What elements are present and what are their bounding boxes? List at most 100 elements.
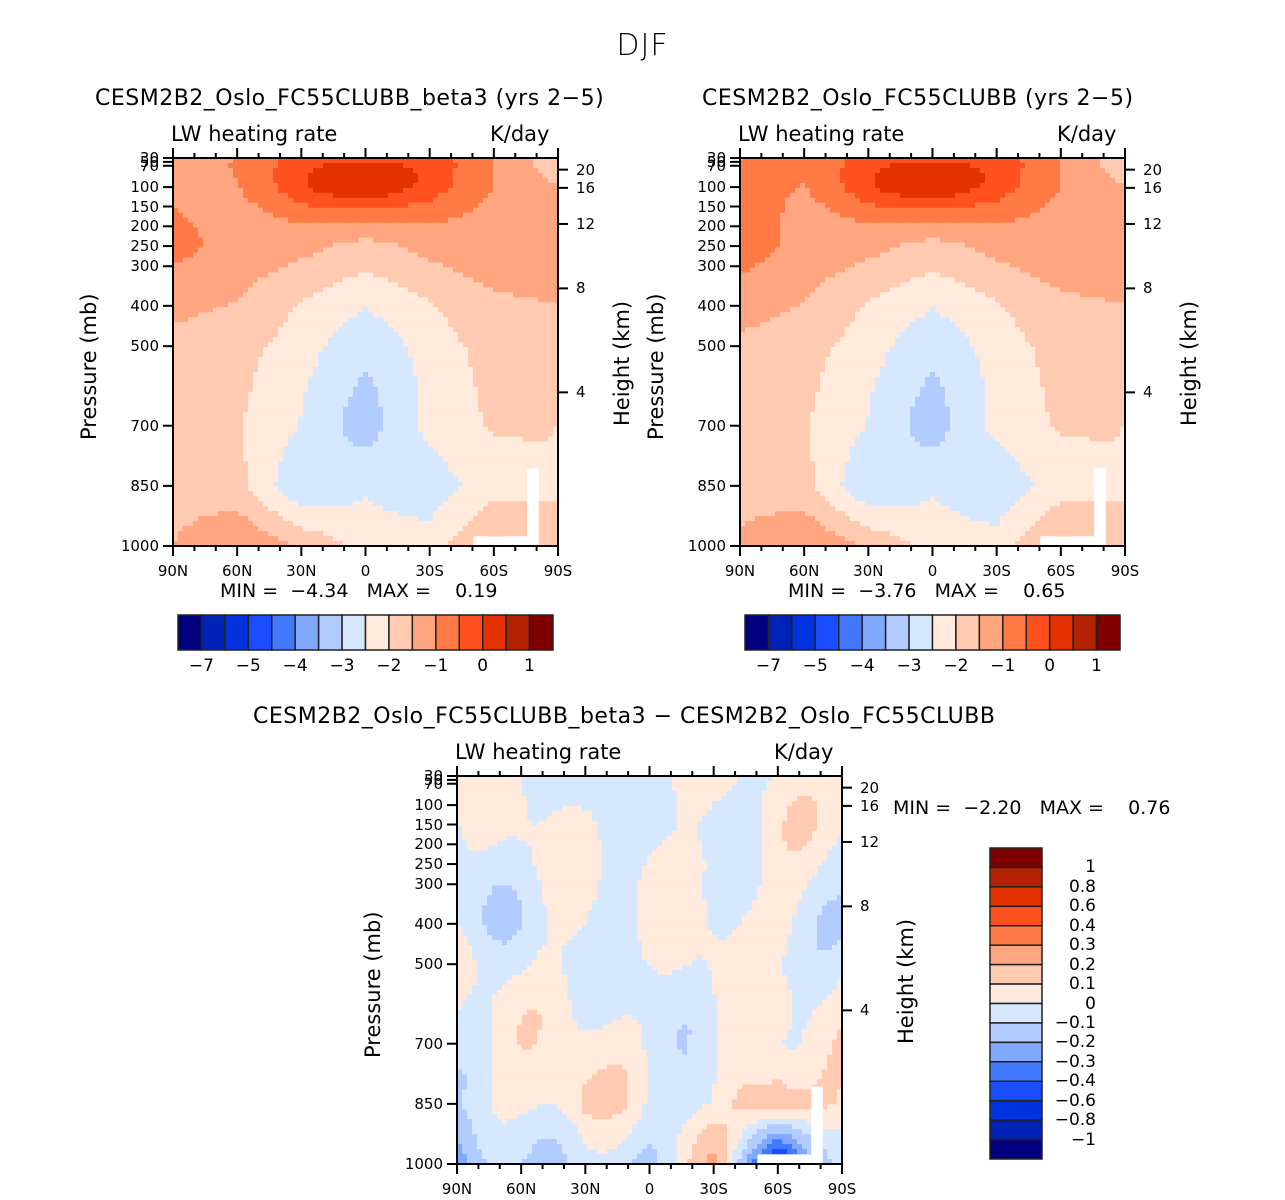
contour-cell — [358, 436, 364, 443]
contour-cell — [523, 386, 529, 393]
contour-cell — [288, 451, 294, 458]
contour-cell — [548, 262, 554, 269]
contour-cell — [553, 406, 559, 413]
contour-cell — [193, 352, 199, 358]
contour-cell — [233, 461, 239, 468]
contour-cell — [388, 441, 394, 448]
contour-cell — [503, 441, 509, 448]
contour-cell — [328, 317, 334, 323]
contour-cell — [518, 337, 524, 343]
contour-cell — [278, 247, 284, 254]
contour-cell — [393, 446, 399, 453]
contour-cell — [503, 426, 509, 433]
contour-cell — [433, 342, 439, 348]
contour-cell — [418, 197, 424, 204]
contour-cell — [383, 386, 389, 393]
contour-cell — [298, 376, 304, 383]
contour-cell — [338, 257, 344, 264]
contour-cell — [223, 227, 229, 234]
contour-cell — [373, 232, 379, 239]
contour-cell — [278, 471, 284, 477]
contour-cell — [233, 192, 239, 199]
contour-cell — [343, 381, 349, 388]
contour-cell — [348, 456, 354, 463]
contour-cell — [433, 187, 439, 194]
contour-cell — [268, 381, 274, 388]
contour-cell — [508, 322, 514, 328]
contour-cell — [218, 476, 224, 482]
contour-cell — [353, 322, 359, 328]
contour-cell — [438, 227, 444, 234]
contour-cell — [428, 267, 434, 274]
contour-cell — [268, 431, 274, 438]
contour-cell — [478, 297, 484, 303]
contour-cell — [283, 297, 289, 303]
contour-cell — [433, 242, 439, 249]
contour-cell — [403, 237, 409, 244]
contour-cell — [318, 441, 324, 448]
contour-cell — [483, 342, 489, 348]
contour-cell — [318, 366, 324, 373]
contour-cell — [348, 177, 354, 184]
contour-cell — [433, 162, 439, 169]
contour-cell — [468, 277, 474, 283]
contour-cell — [448, 416, 454, 423]
contour-cell — [378, 222, 384, 229]
contour-cell — [188, 352, 194, 358]
contour-cell — [553, 366, 559, 373]
contour-cell — [398, 212, 404, 219]
contour-cell — [373, 247, 379, 254]
contour-cell — [268, 277, 274, 283]
contour-cell — [468, 197, 474, 204]
contour-cell — [413, 466, 419, 472]
contour-cell — [243, 202, 249, 209]
contour-cell — [453, 202, 459, 209]
contour-cell — [443, 232, 449, 239]
contour-cell — [483, 446, 489, 453]
contour-cell — [238, 391, 244, 398]
contour-cell — [258, 202, 264, 209]
contour-cell — [418, 207, 424, 214]
contour-cell — [538, 247, 544, 254]
contour-cell — [483, 297, 489, 303]
contour-cell — [323, 471, 329, 477]
contour-cell — [178, 272, 184, 278]
contour-cell — [183, 297, 189, 303]
contour-cell — [553, 371, 559, 378]
contour-cell — [233, 207, 239, 214]
contour-cell — [528, 212, 534, 219]
contour-cell — [258, 192, 264, 199]
contour-cell — [343, 282, 349, 288]
contour-cell — [283, 356, 289, 363]
contour-cell — [328, 426, 334, 433]
contour-cell — [323, 446, 329, 453]
contour-cell — [178, 416, 184, 423]
contour-cell — [333, 282, 339, 288]
contour-cell — [238, 267, 244, 274]
contour-cell — [543, 381, 549, 388]
contour-cell — [443, 287, 449, 293]
contour-cell — [378, 302, 384, 308]
contour-cell — [523, 436, 529, 443]
contour-cell — [458, 386, 464, 393]
contour-cell — [243, 352, 249, 358]
contour-cell — [418, 322, 424, 328]
contour-cell — [293, 302, 299, 308]
contour-cell — [378, 167, 384, 174]
contour-cell — [428, 302, 434, 308]
contour-cell — [273, 352, 279, 358]
contour-cell — [258, 252, 264, 259]
contour-cell — [418, 177, 424, 184]
contour-cell — [463, 476, 469, 482]
contour-cell — [253, 332, 259, 338]
contour-cell — [378, 252, 384, 259]
contour-cell — [223, 396, 229, 403]
contour-cell — [358, 416, 364, 423]
contour-cell — [338, 347, 344, 353]
contour-cell — [273, 277, 279, 283]
contour-cell — [278, 192, 284, 199]
contour-cell — [403, 202, 409, 209]
contour-cell — [508, 366, 514, 373]
contour-cell — [358, 207, 364, 214]
contour-cell — [353, 232, 359, 239]
